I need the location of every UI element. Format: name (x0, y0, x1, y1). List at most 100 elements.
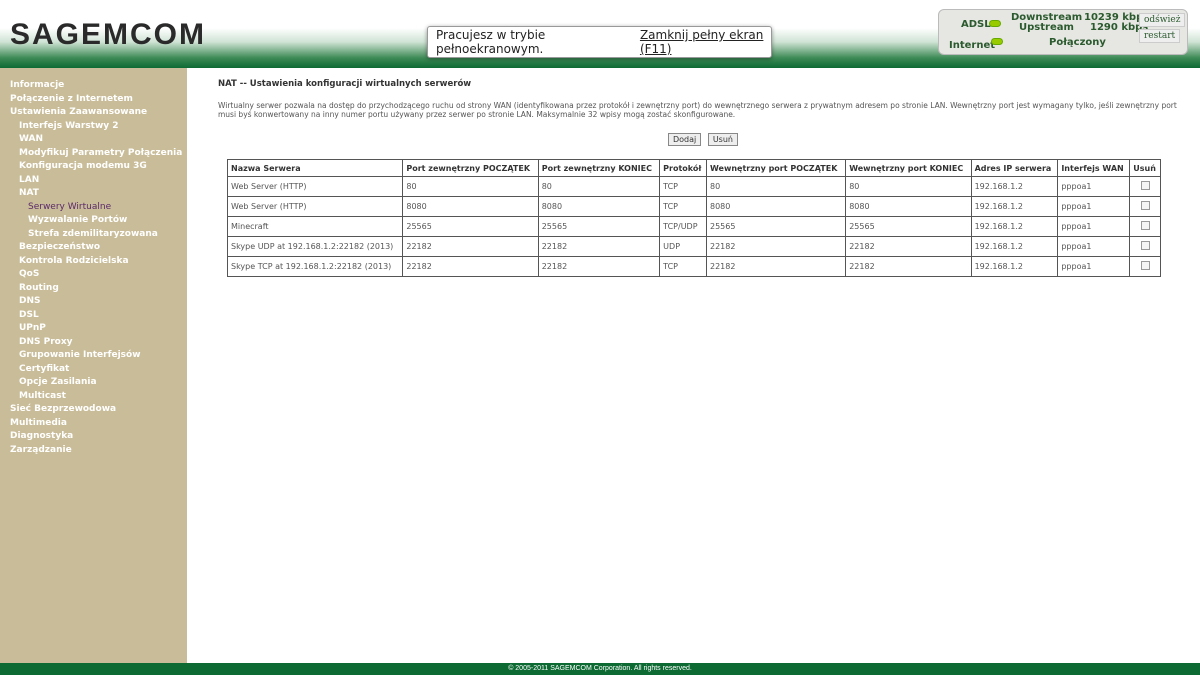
sidebar-item[interactable]: DSL (19, 309, 39, 320)
table-cell: 22182 (705, 256, 847, 277)
sidebar-item[interactable]: Certyfikat (19, 363, 70, 374)
exit-fullscreen-link[interactable]: Zamknij pełny ekran (F11) (639, 28, 764, 56)
table-cell: 192.168.1.2 (970, 196, 1059, 217)
table-row: Skype TCP at 192.168.1.2:22182 (2013) 221… (226, 256, 1161, 277)
remove-checkbox[interactable] (1140, 201, 1150, 210)
downstream-value: 10239 kbps (1084, 12, 1150, 23)
column-header: Interfejs WAN (1057, 159, 1131, 177)
column-header: Protokół (659, 159, 707, 177)
sidebar-item[interactable]: DNS (19, 296, 41, 306)
remove-checkbox[interactable] (1140, 181, 1150, 190)
sidebar-item[interactable]: Routing (19, 282, 59, 293)
table-cell: Web Server (HTTP) (226, 176, 404, 197)
sidebar-item[interactable]: Zarządzanie (10, 444, 72, 455)
table-cell: 22182 (705, 236, 847, 257)
main-content: NAT -- Ustawienia konfiguracji wirtualny… (218, 79, 1188, 277)
downstream-label: Downstream (1011, 12, 1083, 23)
sidebar-item[interactable]: Kontrola Rodzicielska (19, 255, 129, 266)
sidebar-item[interactable]: LAN (19, 174, 40, 185)
table-cell: 192.168.1.2 (970, 176, 1059, 197)
sidebar-item[interactable]: NAT (19, 188, 39, 198)
sidebar-item[interactable]: WAN (19, 134, 44, 144)
remove-cell (1129, 216, 1161, 237)
sidebar-item[interactable]: Sieć Bezprzewodowa (10, 404, 117, 414)
table-cell: 8080 (705, 196, 847, 217)
sidebar-item[interactable]: DNS Proxy (19, 336, 73, 347)
table-cell: 192.168.1.2 (970, 236, 1059, 257)
connection-status: Połączony (1049, 37, 1106, 48)
column-header: Port zewnętrzny POCZĄTEK (402, 159, 539, 177)
table-cell: 22182 (537, 256, 661, 277)
table-cell: Minecraft (226, 216, 404, 237)
sidebar-item[interactable]: Bezpieczeństwo (19, 242, 101, 252)
table-cell: 8080 (537, 196, 661, 217)
fullscreen-notice: Pracujesz w trybie pełnoekranowym. Zamkn… (427, 26, 772, 58)
page-title: NAT -- Ustawienia konfiguracji wirtualny… (218, 79, 472, 89)
table-cell: TCP/UDP (659, 216, 707, 237)
remove-checkbox[interactable] (1140, 261, 1150, 270)
remove-checkbox[interactable] (1140, 221, 1150, 230)
table-cell: UDP (659, 236, 707, 257)
sidebar-item[interactable]: Serwery Wirtualne (28, 201, 112, 212)
table-cell: 80 (537, 176, 661, 197)
table-cell: pppoa1 (1057, 236, 1131, 257)
table-cell: 22182 (537, 236, 661, 257)
table-cell: 80 (705, 176, 847, 197)
table-cell: TCP (659, 196, 707, 217)
table-cell: Skype TCP at 192.168.1.2:22182 (2013) (226, 256, 404, 277)
virtual-servers-table: Nazwa Serwera Port zewnętrzny POCZĄTEK Por… (226, 159, 1161, 277)
table-cell: 22182 (402, 236, 539, 257)
remove-cell (1129, 256, 1161, 277)
footer: © 2005-2011 SAGEMCOM Corporation. All ri… (0, 663, 1200, 675)
sidebar-item[interactable]: Modyfikuj Parametry Połączenia (19, 147, 183, 158)
column-header: Usuń (1129, 159, 1161, 177)
table-cell: TCP (659, 176, 707, 197)
remove-cell (1129, 236, 1161, 257)
table-cell: pppoa1 (1057, 256, 1131, 277)
table-cell: 8080 (845, 196, 972, 217)
sidebar-item[interactable]: Konfiguracja modemu 3G (19, 161, 147, 171)
sidebar-item[interactable]: UPnP (19, 323, 46, 333)
table-cell: 8080 (402, 196, 539, 217)
remove-button[interactable]: Usuń (707, 133, 738, 146)
remove-cell (1129, 196, 1161, 217)
table-row: Skype UDP at 192.168.1.2:22182 (2013) 221… (226, 236, 1161, 257)
column-header: Adres IP serwera (970, 159, 1059, 177)
table-cell: Web Server (HTTP) (226, 196, 404, 217)
table-cell: 192.168.1.2 (970, 216, 1059, 237)
table-cell: 22182 (402, 256, 539, 277)
sidebar-item[interactable]: Multimedia (10, 417, 67, 428)
table-cell: 22182 (845, 236, 972, 257)
table-row: Web Server (HTTP) 8080 8080 TCP 8080 8080 192.… (226, 196, 1161, 217)
sidebar-item[interactable]: Interfejs Warstwy 2 (19, 120, 119, 131)
adsl-led-icon (989, 20, 1001, 27)
table-cell: pppoa1 (1057, 176, 1131, 197)
fullscreen-message: Pracujesz w trybie pełnoekranowym. (436, 28, 546, 56)
remove-cell (1129, 176, 1161, 197)
sidebar-nav: Informacje Połączenie z Internetem Ustawie… (0, 68, 187, 663)
table-cell: 80 (845, 176, 972, 197)
upstream-label: Upstream (1019, 22, 1074, 33)
sidebar-item[interactable]: Informacje (10, 80, 65, 90)
sidebar-item[interactable]: Opcje Zasilania (19, 377, 97, 387)
restart-button[interactable]: restart (1139, 29, 1181, 43)
refresh-button[interactable]: odśwież (1139, 13, 1186, 27)
sidebar-item[interactable]: Strefa zdemilitaryzowana (28, 228, 158, 239)
remove-checkbox[interactable] (1140, 241, 1150, 250)
column-header: Wewnętrzny port KONIEC (845, 159, 972, 177)
sidebar-item[interactable]: Diagnostyka (10, 431, 74, 441)
page-description: Wirtualny serwer pozwala na dostęp do pr… (218, 101, 1177, 119)
table-row: Minecraft 25565 25565 TCP/UDP 25565 25565 192.… (226, 216, 1161, 237)
column-header: Port zewnętrzny KONIEC (537, 159, 661, 177)
sagemcom-logo: SAGEMCOM (10, 18, 206, 51)
sidebar-item[interactable]: QoS (19, 269, 40, 279)
sidebar-item[interactable]: Grupowanie Interfejsów (19, 350, 141, 360)
sidebar-item[interactable]: Ustawienia Zaawansowane (10, 107, 148, 117)
connection-status-panel: ADSL Internet Downstream 10239 kbps Upst… (938, 9, 1188, 55)
sidebar-item[interactable]: Wyzwalanie Portów (28, 215, 128, 225)
add-button[interactable]: Dodaj (668, 133, 702, 146)
sidebar-item[interactable]: Multicast (19, 390, 66, 401)
column-header: Nazwa Serwera (226, 159, 404, 177)
sidebar-item[interactable]: Połączenie z Internetem (10, 93, 133, 104)
upstream-value: 1290 kbps (1090, 22, 1149, 33)
